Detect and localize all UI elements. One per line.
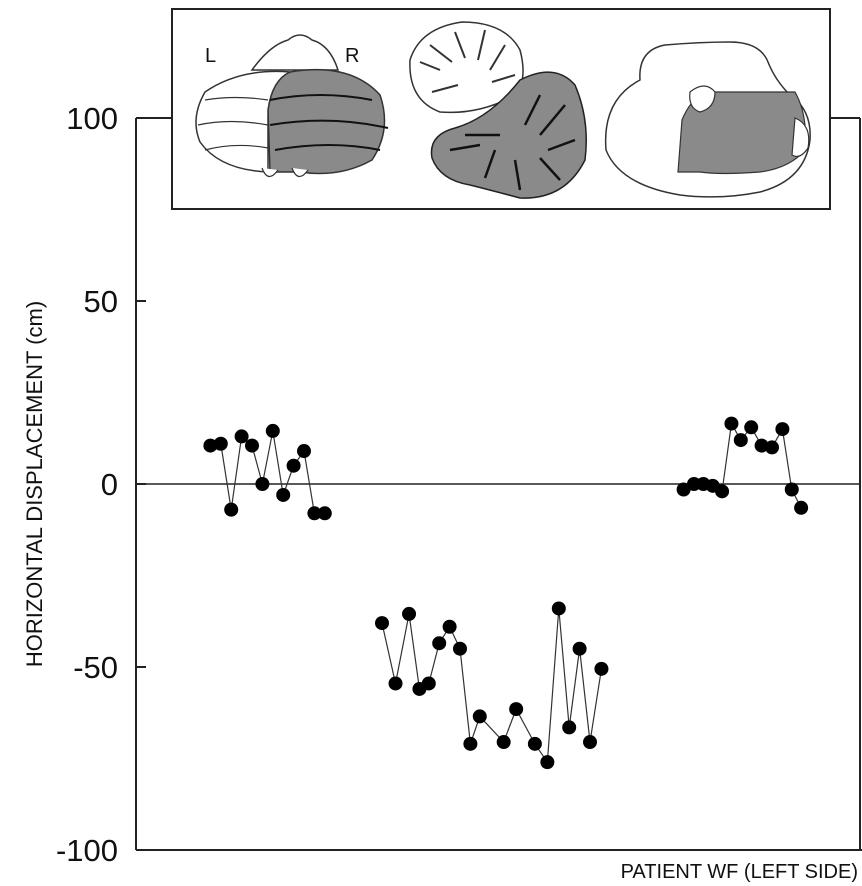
- data-point: [775, 422, 790, 437]
- data-point: [317, 506, 332, 521]
- inset-label-left: L: [205, 45, 216, 67]
- data-point: [224, 502, 239, 517]
- y-tick-label: 50: [84, 284, 118, 319]
- data-point: [551, 601, 566, 616]
- y-tick-label: -50: [73, 650, 118, 685]
- data-point: [509, 702, 524, 717]
- data-point: [676, 482, 691, 497]
- data-point: [453, 641, 467, 656]
- y-tick-label: -100: [56, 833, 118, 868]
- data-point: [432, 636, 447, 651]
- y-tick-label: 0: [101, 467, 118, 502]
- data-point: [594, 661, 609, 676]
- data-point: [402, 606, 417, 621]
- series-points: [203, 416, 809, 770]
- data-point: [527, 736, 542, 751]
- y-tick-label: 100: [66, 101, 118, 136]
- y-axis-title: HORIZONTAL DISPLACEMENT (cm): [22, 301, 47, 667]
- data-point: [496, 735, 511, 750]
- data-point: [203, 438, 218, 453]
- data-point: [255, 477, 270, 491]
- data-point: [297, 444, 311, 459]
- data-point: [765, 440, 779, 455]
- series-line-1: [210, 430, 325, 514]
- cerebellum-section-view: [604, 41, 811, 198]
- data-point: [724, 416, 739, 431]
- cerebellum-inset: L R: [171, 8, 831, 210]
- data-point: [442, 619, 457, 634]
- data-point: [715, 484, 730, 499]
- data-point: [572, 641, 587, 656]
- data-point: [754, 438, 769, 453]
- data-point: [463, 736, 478, 751]
- data-point: [245, 438, 259, 453]
- data-point: [265, 423, 280, 438]
- data-point: [307, 506, 322, 521]
- cerebellum-sagittal-view: [409, 21, 587, 199]
- data-point: [540, 755, 555, 770]
- data-point: [276, 487, 291, 502]
- data-point: [213, 436, 228, 451]
- data-point: [744, 420, 759, 435]
- x-axis-caption: PATIENT WF (LEFT SIDE): [621, 861, 858, 883]
- data-point: [234, 429, 249, 444]
- y-tick-labels: 100 50 0 -50 -100: [56, 101, 118, 868]
- data-point: [472, 709, 487, 724]
- data-point: [784, 482, 799, 497]
- data-point: [583, 735, 597, 750]
- data-point: [562, 720, 577, 735]
- data-point: [421, 676, 436, 691]
- inset-label-right: R: [345, 45, 359, 67]
- data-point: [388, 676, 403, 691]
- y-ticks: [136, 117, 146, 851]
- data-point: [375, 616, 389, 631]
- data-point: [794, 500, 809, 515]
- cerebellum-dorsal-view: L R: [195, 34, 389, 178]
- series-lines: [210, 421, 802, 764]
- data-point: [733, 433, 748, 448]
- data-point: [286, 458, 301, 473]
